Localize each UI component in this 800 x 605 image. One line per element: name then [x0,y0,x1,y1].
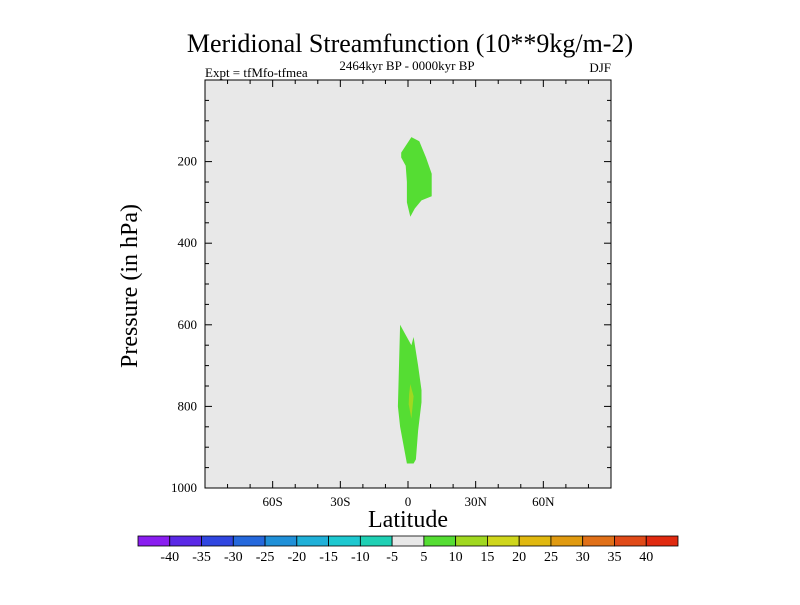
colorbar-label: -20 [287,550,306,565]
colorbar-swatch [232,535,266,547]
colorbar-swatch [169,535,202,547]
x-tick-label: 0 [405,494,412,509]
x-tick-label: 30N [464,494,487,509]
colorbar-label: -30 [224,550,243,565]
colorbar-label: 35 [607,550,621,565]
y-tick-label: 200 [178,154,198,169]
colorbar-label: -25 [256,550,275,565]
right-subtitle: DJF [589,60,611,75]
colorbar-label: 15 [480,550,494,565]
colorbar-label: -40 [160,550,179,565]
colorbar-swatch [137,535,171,547]
colorbar-swatch [328,535,361,547]
x-tick-label: 60N [532,494,555,509]
contour-regions [397,137,432,464]
colorbar-label: 20 [512,550,526,565]
x-tick-label: 60S [263,494,283,509]
y-tick-label: 400 [178,235,198,250]
contour-region-upper-positive-cell [401,137,432,217]
colorbar-label: -35 [192,550,211,565]
colorbar-label: 10 [449,550,463,565]
colorbar-label: -15 [319,550,338,565]
colorbar-swatch [455,535,488,547]
colorbar-swatch [582,535,615,547]
colorbar-label: 40 [639,550,653,565]
center-subtitle: 2464kyr BP - 0000kyr BP [339,58,474,73]
colorbar-swatch [201,535,234,547]
y-tick-label: 800 [178,398,198,413]
x-tick-label: 30S [330,494,350,509]
chart-title: Meridional Streamfunction (10**9kg/m-2) [187,29,633,58]
colorbar-swatch [296,535,329,547]
y-axis-label: Pressure (in hPa) [117,204,143,368]
colorbar-label: -10 [351,550,370,565]
colorbar-swatch [550,535,584,547]
colorbar-label: 5 [420,550,427,565]
colorbar-swatch [423,535,457,547]
y-tick-label: 1000 [171,480,197,495]
colorbar-swatch [487,535,520,547]
y-tick-label: 600 [178,317,198,332]
colorbar-swatch [645,535,679,547]
left-subtitle: Expt = tfMfo-tfmea [205,65,308,80]
colorbar-swatch [518,535,552,547]
colorbar-label: -5 [386,550,398,565]
colorbar-swatch [359,535,393,547]
colorbar-label: 25 [544,550,558,565]
axis-ticks: 60S 30S 0 30N 60N 200 400 600 800 1000 [171,80,611,509]
colorbar-swatch [614,535,647,547]
contour-region-lower-core [408,384,414,419]
colorbar-label: 30 [576,550,590,565]
x-axis-label: Latitude [368,507,448,533]
colorbar-swatch [264,535,298,547]
colorbar: -40 -35 -30 -25 -20 -15 -10 -5 5 10 15 20 25 30 35 40 [137,535,679,565]
colorbar-swatch [391,535,425,547]
